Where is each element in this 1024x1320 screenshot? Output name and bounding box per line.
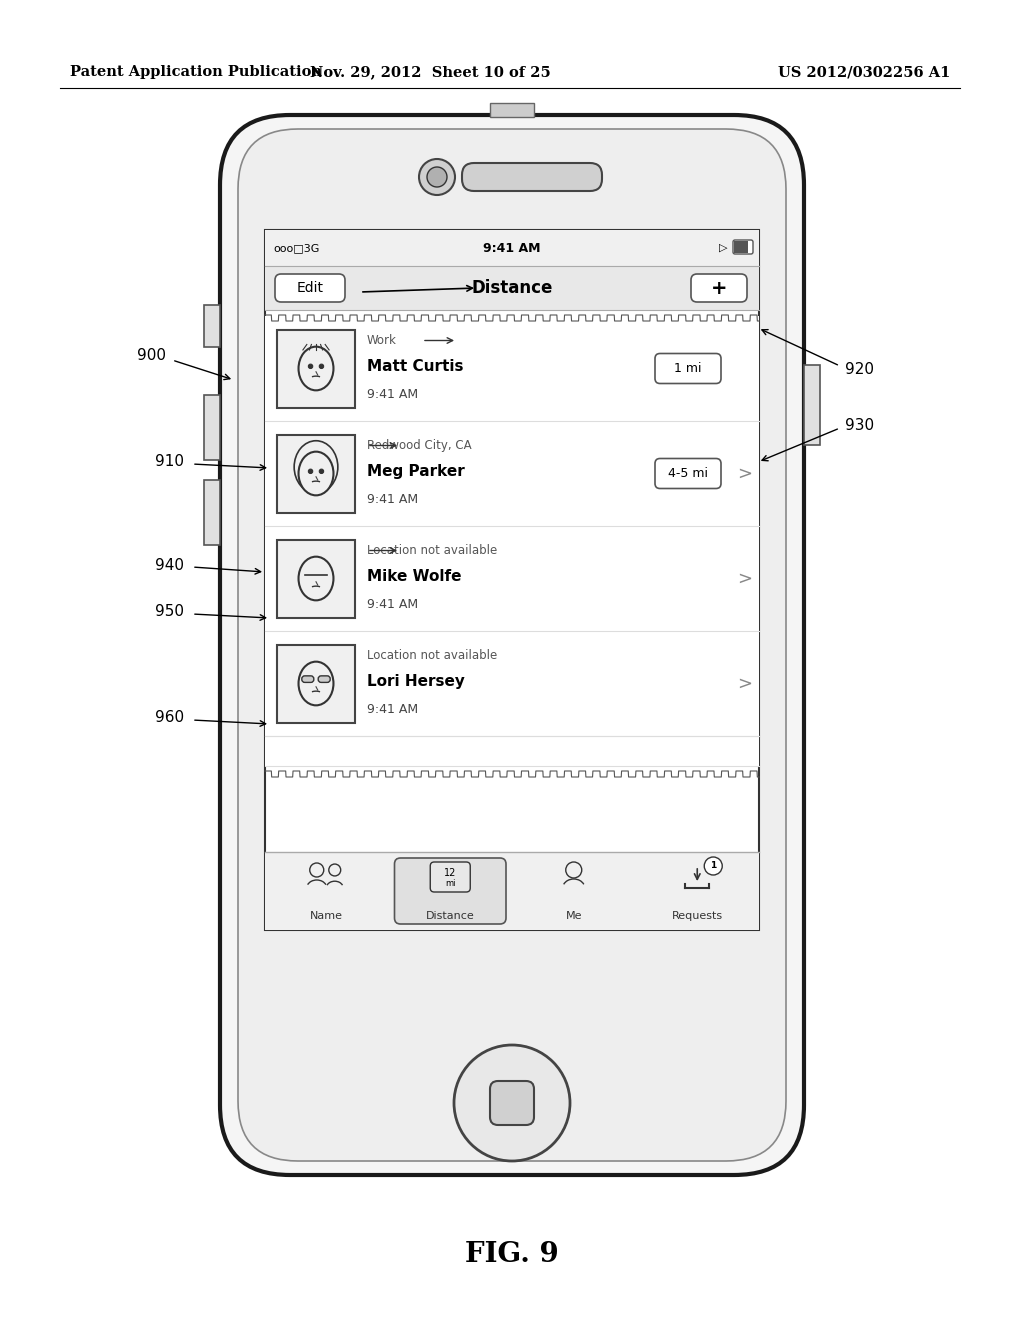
- Text: Distance: Distance: [471, 279, 553, 297]
- Text: 1: 1: [710, 862, 717, 870]
- Text: US 2012/0302256 A1: US 2012/0302256 A1: [777, 65, 950, 79]
- Text: Name: Name: [310, 911, 343, 921]
- FancyBboxPatch shape: [490, 1081, 534, 1125]
- Text: 4-5 mi: 4-5 mi: [668, 467, 708, 480]
- Text: Patent Application Publication: Patent Application Publication: [70, 65, 322, 79]
- Ellipse shape: [299, 557, 334, 601]
- Ellipse shape: [299, 661, 334, 705]
- Text: ▷: ▷: [719, 243, 727, 253]
- Bar: [265, 230, 759, 267]
- Circle shape: [308, 469, 312, 474]
- Text: 9:41 AM: 9:41 AM: [367, 492, 418, 506]
- Text: 940: 940: [156, 557, 184, 573]
- Bar: [278, 330, 355, 408]
- Bar: [278, 644, 355, 722]
- Bar: [204, 480, 220, 545]
- Text: 950: 950: [156, 605, 184, 619]
- Bar: [278, 540, 355, 618]
- Text: 910: 910: [156, 454, 184, 470]
- FancyBboxPatch shape: [220, 115, 804, 1175]
- FancyBboxPatch shape: [430, 862, 470, 892]
- Text: 900: 900: [137, 347, 167, 363]
- Text: Distance: Distance: [426, 911, 475, 921]
- Bar: [204, 395, 220, 459]
- FancyBboxPatch shape: [302, 676, 313, 682]
- Bar: [204, 305, 220, 347]
- Text: ooo□3G: ooo□3G: [273, 243, 319, 253]
- Text: Location not available: Location not available: [367, 649, 498, 663]
- Bar: [265, 315, 759, 421]
- Text: Lori Hersey: Lori Hersey: [367, 675, 465, 689]
- FancyBboxPatch shape: [691, 275, 746, 302]
- Circle shape: [319, 364, 324, 368]
- Circle shape: [319, 469, 324, 474]
- Text: 9:41 AM: 9:41 AM: [367, 388, 418, 401]
- Circle shape: [705, 857, 722, 875]
- Text: 930: 930: [846, 417, 874, 433]
- Bar: [265, 525, 759, 631]
- Bar: [265, 421, 759, 525]
- Circle shape: [454, 1045, 570, 1162]
- Text: Edit: Edit: [297, 281, 324, 294]
- Circle shape: [308, 364, 312, 368]
- FancyBboxPatch shape: [655, 458, 721, 488]
- Text: 12: 12: [444, 869, 457, 878]
- Text: 9:41 AM: 9:41 AM: [367, 704, 418, 715]
- Text: 1 mi: 1 mi: [674, 362, 701, 375]
- FancyBboxPatch shape: [238, 129, 786, 1162]
- FancyBboxPatch shape: [318, 676, 330, 682]
- Text: 9:41 AM: 9:41 AM: [367, 598, 418, 611]
- Bar: [265, 631, 759, 737]
- Ellipse shape: [299, 451, 334, 495]
- FancyBboxPatch shape: [275, 275, 345, 302]
- Bar: [265, 230, 759, 931]
- Bar: [265, 267, 759, 310]
- Bar: [804, 366, 820, 445]
- Text: mi: mi: [445, 879, 456, 888]
- Text: 920: 920: [846, 363, 874, 378]
- Ellipse shape: [299, 347, 334, 391]
- Text: Requests: Requests: [672, 911, 723, 921]
- Text: Nov. 29, 2012  Sheet 10 of 25: Nov. 29, 2012 Sheet 10 of 25: [309, 65, 550, 79]
- Bar: [265, 737, 759, 766]
- FancyBboxPatch shape: [655, 354, 721, 384]
- Text: Work: Work: [367, 334, 397, 347]
- Bar: [490, 103, 534, 117]
- Circle shape: [419, 158, 455, 195]
- FancyBboxPatch shape: [733, 240, 753, 253]
- Text: Me: Me: [565, 911, 582, 921]
- Bar: [734, 242, 748, 253]
- Text: 960: 960: [156, 710, 184, 726]
- Text: >: >: [737, 465, 753, 483]
- Text: Meg Parker: Meg Parker: [367, 465, 465, 479]
- Circle shape: [427, 168, 447, 187]
- Text: Redwood City, CA: Redwood City, CA: [367, 440, 472, 451]
- Text: FIG. 9: FIG. 9: [465, 1242, 559, 1269]
- Bar: [278, 434, 355, 512]
- Text: Mike Wolfe: Mike Wolfe: [367, 569, 462, 583]
- Text: +: +: [711, 279, 727, 297]
- FancyBboxPatch shape: [462, 162, 602, 191]
- Text: >: >: [737, 569, 753, 587]
- FancyBboxPatch shape: [394, 858, 506, 924]
- Text: Location not available: Location not available: [367, 544, 498, 557]
- Text: Matt Curtis: Matt Curtis: [367, 359, 464, 374]
- Bar: [265, 851, 759, 931]
- Text: 9:41 AM: 9:41 AM: [483, 242, 541, 255]
- Text: >: >: [737, 675, 753, 693]
